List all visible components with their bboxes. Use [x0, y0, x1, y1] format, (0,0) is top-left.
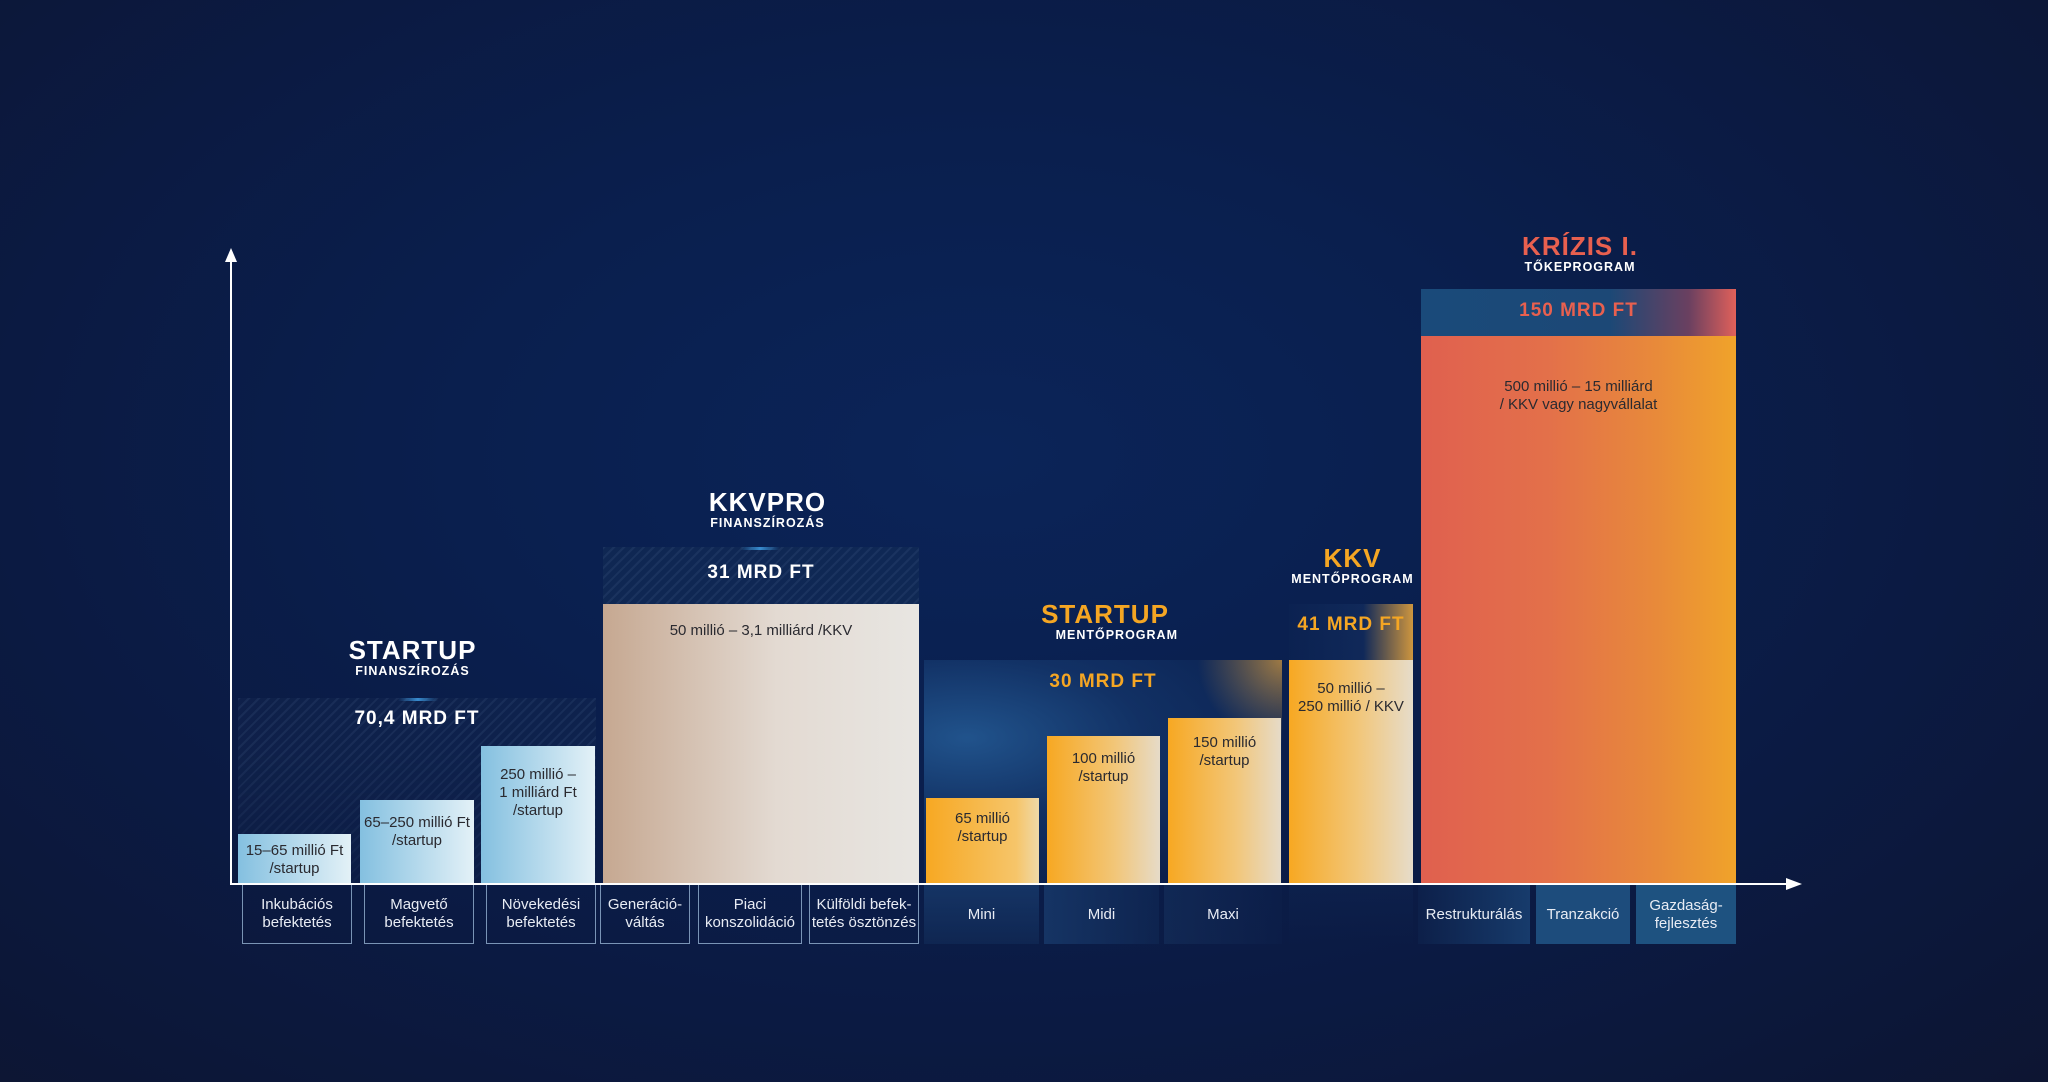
- total-band-krizis: [1421, 289, 1736, 336]
- group-title-startup-mentoprogram: STARTUP MENTŐPROGRAM: [1000, 600, 1210, 642]
- group-title-sub: MENTŐPROGRAM: [1055, 628, 1178, 642]
- category-inkubacios: Inkubációs befektetés: [242, 885, 352, 944]
- bar-maxi: 150 millió /startup: [1168, 718, 1281, 883]
- x-axis: [230, 883, 1790, 885]
- bar-kkv-mento: 50 millió – 250 millió / KKV: [1289, 660, 1413, 883]
- category-kulfoldi-befektetes: Külföldi befek- tetés ösztönzés: [809, 885, 919, 944]
- bar-krizis: 500 millió – 15 milliárd / KKV vagy nagy…: [1421, 336, 1736, 883]
- category-piaci-konszolidacio: Piaci konszolidáció: [698, 885, 802, 944]
- bar-novekedesi: 250 millió – 1 milliárd Ft /startup: [481, 746, 595, 883]
- group-title-sub: TŐKEPROGRAM: [1524, 260, 1636, 274]
- bar-label: 65–250 millió Ft /startup: [364, 814, 470, 849]
- bar-label: 150 millió /startup: [1192, 734, 1257, 769]
- group-title-sub: MENTŐPROGRAM: [1291, 572, 1414, 586]
- band-highlight: [398, 698, 438, 701]
- x-axis-arrow-icon: [1786, 878, 1802, 890]
- bar-kkvpro: 50 millió – 3,1 milliárd /KKV: [603, 604, 919, 883]
- category-blank-kkv-mento: [1289, 885, 1413, 944]
- bar-label: 500 millió – 15 milliárd / KKV vagy nagy…: [1499, 378, 1658, 413]
- total-label-krizis: 150 MRD FT: [1519, 300, 1638, 321]
- y-axis-arrow-icon: [225, 248, 237, 262]
- group-title-main: STARTUP: [1041, 599, 1169, 629]
- bar-mini: 65 millió /startup: [926, 798, 1039, 883]
- total-label-startup-mento: 30 MRD FT: [1049, 671, 1157, 692]
- category-restrukturalas: Restrukturálás: [1418, 885, 1530, 944]
- group-title-sub: FINANSZÍROZÁS: [710, 516, 825, 530]
- category-generaciovaltas: Generáció- váltás: [600, 885, 690, 944]
- category-midi: Midi: [1044, 885, 1159, 944]
- bar-label: 50 millió – 250 millió / KKV: [1298, 680, 1404, 715]
- category-mini: Mini: [924, 885, 1039, 944]
- group-title-startup-finanszirozas: STARTUP FINANSZÍROZÁS: [300, 636, 525, 678]
- bar-label: 50 millió – 3,1 milliárd /KKV: [669, 622, 853, 639]
- category-maxi: Maxi: [1164, 885, 1282, 944]
- category-novekedesi: Növekedési befektetés: [486, 885, 596, 944]
- bar-magveto: 65–250 millió Ft /startup: [360, 800, 474, 883]
- total-label-kkv-mento: 41 MRD FT: [1297, 614, 1405, 635]
- bar-label: 15–65 millió Ft /startup: [245, 842, 344, 877]
- group-title-main: KKV: [1323, 543, 1382, 573]
- total-band-kkvpro: [603, 547, 919, 604]
- bar-inkubacios: 15–65 millió Ft /startup: [238, 834, 351, 883]
- y-axis: [230, 258, 232, 885]
- group-title-main: KKVPRO: [708, 487, 827, 517]
- category-gazdasagfejlesztes: Gazdaság- fejlesztés: [1636, 885, 1736, 944]
- group-title-krizis: KRÍZIS I. TŐKEPROGRAM: [1420, 232, 1740, 274]
- group-title-main: STARTUP: [348, 635, 477, 665]
- group-title-sub: FINANSZÍROZÁS: [355, 664, 470, 678]
- bar-midi: 100 millió /startup: [1047, 736, 1160, 883]
- total-label-startup: 70,4 MRD FT: [354, 708, 480, 729]
- total-label-kkvpro: 31 MRD FT: [707, 562, 815, 583]
- group-title-kkvpro: KKVPRO FINANSZÍROZÁS: [655, 488, 880, 530]
- total-band-kkv-mento: [1289, 604, 1413, 660]
- band-highlight: [740, 547, 780, 550]
- group-title-main: KRÍZIS I.: [1522, 231, 1638, 261]
- group-title-kkv-mentoprogram: KKV MENTŐPROGRAM: [1285, 544, 1420, 586]
- bar-label: 65 millió /startup: [954, 810, 1011, 845]
- category-magveto: Magvető befektetés: [364, 885, 474, 944]
- bar-label: 250 millió – 1 milliárd Ft /startup: [499, 766, 577, 819]
- bar-label: 100 millió /startup: [1071, 750, 1136, 785]
- category-tranzakcio: Tranzakció: [1536, 885, 1630, 944]
